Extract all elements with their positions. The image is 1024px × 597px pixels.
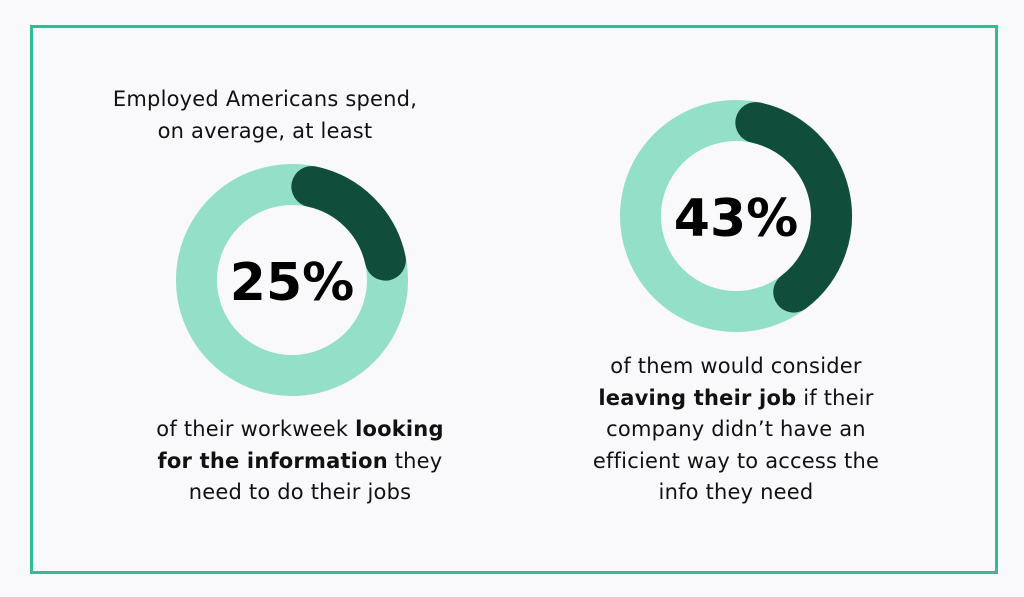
caption-text: need to do their jobs [188, 480, 412, 504]
caption-text: info they need [658, 480, 814, 504]
left-caption: of their workweek looking for the inform… [110, 414, 490, 509]
left-intro: Employed Americans spend, on average, at… [100, 84, 430, 147]
donut-1-label: 25% [230, 253, 354, 313]
caption-text: of them would consider [610, 354, 862, 378]
caption-text: if their [796, 385, 874, 410]
caption-text: company didn’t have an [606, 417, 866, 441]
caption-text: they [387, 448, 443, 473]
intro-line: Employed Americans spend, [112, 87, 418, 111]
donut-2-value-arc [735, 102, 852, 313]
infographic-border [30, 25, 998, 574]
donut-2-label: 43% [674, 189, 798, 249]
caption-text: efficient way to access the [592, 448, 880, 473]
caption-bold: for the information [157, 448, 388, 473]
intro-line: on average, at least [157, 118, 373, 143]
donut-1-value-arc [291, 166, 406, 281]
right-caption: of them would consider leaving their job… [556, 351, 916, 509]
caption-bold: looking [355, 417, 444, 441]
caption-bold: leaving their job [598, 385, 797, 410]
caption-text: of their workweek [156, 417, 356, 441]
